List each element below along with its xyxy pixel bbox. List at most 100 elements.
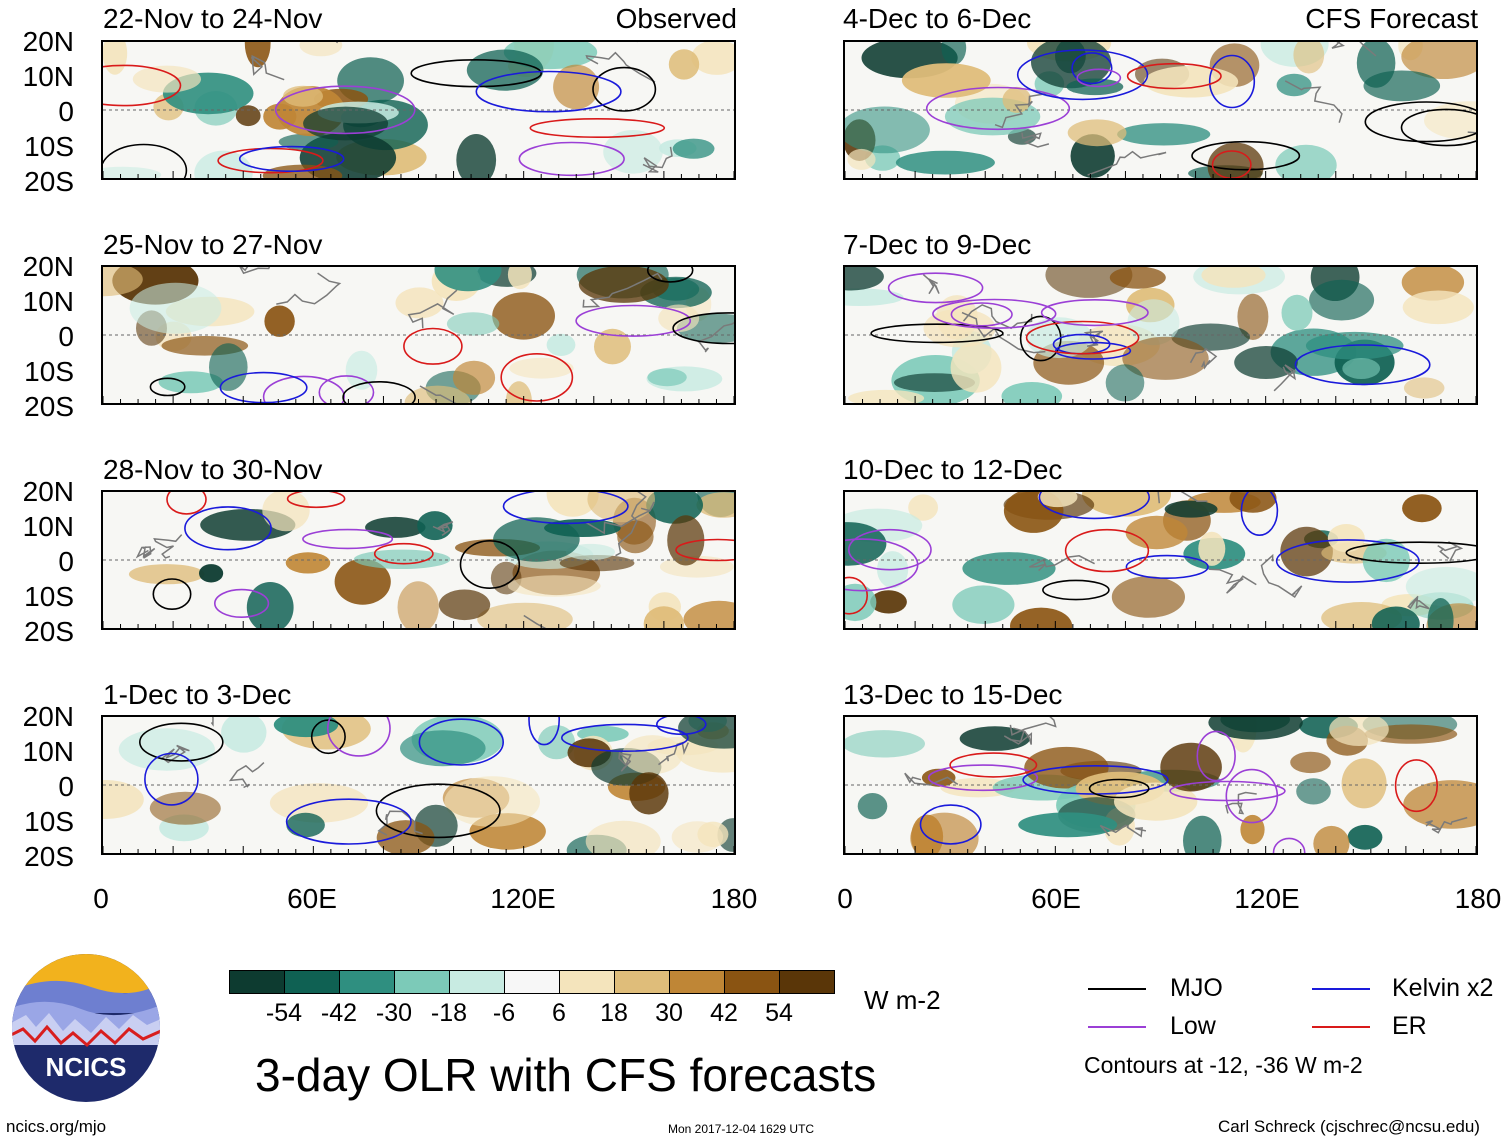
wave-contour bbox=[286, 492, 346, 509]
olr-anomaly-blob bbox=[921, 768, 956, 787]
olr-anomaly-blob bbox=[1010, 607, 1073, 628]
coastline bbox=[523, 614, 547, 628]
olr-anomaly-blob bbox=[546, 492, 599, 517]
colorbar-segment bbox=[779, 970, 835, 994]
lon-tick-60e-right: 60E bbox=[1031, 883, 1081, 914]
coastline bbox=[1331, 42, 1377, 57]
wave-contour bbox=[1275, 539, 1420, 583]
olr-anomaly-blob bbox=[365, 516, 426, 538]
olr-anomaly-blob bbox=[1143, 65, 1239, 98]
wave-contour bbox=[1294, 344, 1431, 386]
olr-anomaly-blob bbox=[901, 63, 991, 98]
units-label: W m-2 bbox=[864, 985, 941, 1015]
colorbar-tick-label: -6 bbox=[492, 999, 516, 1027]
wave-contour bbox=[214, 588, 270, 618]
legend-line-mjo bbox=[1088, 988, 1146, 990]
wave-contour bbox=[403, 327, 463, 365]
olr-anomaly-blob bbox=[505, 381, 532, 403]
lat-tick-row2-3: 10S bbox=[24, 356, 74, 387]
wave-contour bbox=[845, 538, 919, 592]
map-panel-3 bbox=[101, 490, 736, 630]
legend-label-mjo: MJO bbox=[1170, 974, 1223, 1002]
colorbar-segment bbox=[559, 970, 615, 994]
legend-line-kelvin bbox=[1312, 988, 1370, 990]
olr-anomaly-blob bbox=[1371, 606, 1420, 628]
olr-anomaly-blob bbox=[617, 520, 654, 554]
olr-anomaly-blob bbox=[444, 776, 540, 827]
wave-contour bbox=[925, 86, 1071, 131]
wave-contour bbox=[1088, 778, 1150, 799]
olr-anomaly-blob bbox=[132, 65, 201, 93]
wave-contour bbox=[1225, 768, 1279, 824]
olr-anomaly-blob bbox=[456, 134, 497, 178]
lat-tick-row3-1: 10N bbox=[22, 511, 74, 542]
legend-label-er: ER bbox=[1392, 1012, 1427, 1040]
olr-field-5 bbox=[845, 42, 1476, 178]
lat-tick-row4-3: 10S bbox=[24, 806, 74, 837]
coastline bbox=[1437, 541, 1464, 562]
coastline bbox=[1083, 328, 1104, 347]
olr-anomaly-blob bbox=[235, 105, 261, 127]
wave-contour bbox=[152, 578, 192, 611]
coastline bbox=[658, 741, 689, 766]
wave-contour bbox=[238, 145, 345, 172]
olr-anomaly-blob bbox=[1327, 524, 1365, 553]
olr-anomaly-blob bbox=[1405, 566, 1476, 607]
olr-field-8 bbox=[845, 717, 1476, 853]
olr-anomaly-blob bbox=[566, 543, 615, 561]
coastline bbox=[1189, 347, 1218, 370]
colorbar-tick-label: 30 bbox=[655, 999, 683, 1027]
legend-label-low: Low bbox=[1170, 1012, 1216, 1040]
olr-anomaly-blob bbox=[1164, 500, 1218, 518]
wave-contour bbox=[1064, 528, 1150, 573]
olr-anomaly-blob bbox=[1208, 717, 1303, 740]
wave-contour bbox=[1016, 49, 1149, 101]
olr-anomaly-blob bbox=[1237, 293, 1269, 340]
coastline bbox=[377, 810, 423, 836]
legend-label-kelvin: Kelvin x2 bbox=[1392, 974, 1494, 1002]
olr-anomaly-blob bbox=[959, 726, 1031, 751]
wave-contour bbox=[656, 717, 707, 736]
coastline bbox=[1099, 824, 1147, 838]
wave-contour bbox=[144, 752, 199, 806]
wave-contour bbox=[500, 353, 574, 402]
wave-contour bbox=[1191, 140, 1301, 171]
olr-anomaly-blob bbox=[263, 103, 297, 130]
wave-contour bbox=[274, 85, 416, 135]
olr-anomaly-blob bbox=[1125, 515, 1188, 550]
wave-contour bbox=[375, 783, 501, 839]
colorbar-tick-label: -18 bbox=[430, 999, 468, 1027]
olr-anomaly-blob bbox=[857, 793, 888, 820]
colorbar-tick-label: -42 bbox=[320, 999, 358, 1027]
wave-contour bbox=[870, 323, 1004, 344]
colorbar-tick-label: 6 bbox=[552, 999, 566, 1027]
olr-anomaly-blob bbox=[671, 821, 724, 853]
panel-title-4: 1-Dec to 3-Dec bbox=[103, 679, 292, 710]
wave-contour bbox=[459, 539, 521, 590]
olr-anomaly-blob bbox=[334, 558, 391, 605]
panel-title-1: 22-Nov to 24-Nov bbox=[103, 3, 323, 34]
olr-anomaly-blob bbox=[683, 600, 734, 628]
lat-tick-row2-1: 10N bbox=[22, 286, 74, 317]
wave-contour bbox=[285, 798, 412, 845]
colorbar-tick-label: -30 bbox=[375, 999, 413, 1027]
wave-contour bbox=[1211, 150, 1252, 178]
olr-anomaly-blob bbox=[870, 590, 907, 614]
olr-anomaly-blob bbox=[845, 288, 904, 306]
wave-contour bbox=[672, 312, 734, 345]
lat-tick-row1-2: 0 bbox=[58, 96, 74, 127]
olr-anomaly-blob bbox=[848, 389, 925, 403]
olr-field-7 bbox=[845, 492, 1476, 628]
wave-contour bbox=[575, 304, 692, 337]
olr-anomaly-blob bbox=[923, 308, 996, 348]
olr-anomaly-blob bbox=[1296, 778, 1331, 805]
olr-anomaly-blob bbox=[285, 552, 331, 574]
lon-tick-0-left: 0 bbox=[93, 883, 109, 914]
wave-contour bbox=[1272, 837, 1306, 853]
olr-anomaly-blob bbox=[264, 305, 295, 337]
olr-anomaly-blob bbox=[1403, 377, 1445, 399]
olr-anomaly-blob bbox=[1160, 742, 1222, 792]
lat-tick-row1-0: 20N bbox=[22, 26, 74, 57]
colorbar-segment bbox=[339, 970, 395, 994]
forecast-label: CFS Forecast bbox=[1305, 3, 1478, 34]
